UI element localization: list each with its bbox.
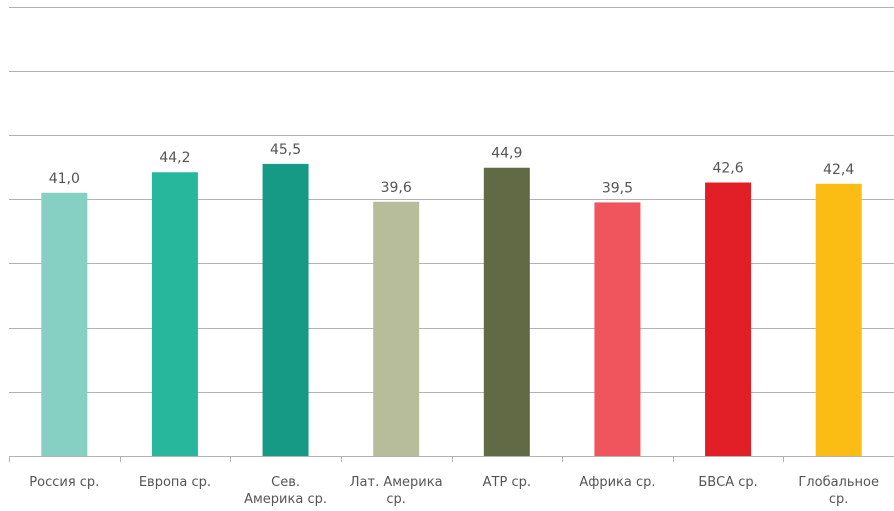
bar-2 [151, 172, 198, 456]
value-label-2: 44,2 [159, 150, 190, 166]
category-label-line: Лат. Америка [350, 475, 443, 490]
category-label-line: БВСА ср. [698, 475, 757, 490]
category-label-line: Глобальное [798, 475, 879, 490]
category-label-5: АТР ср. [483, 475, 531, 490]
value-label-7: 42,6 [712, 161, 743, 177]
bar-8 [815, 183, 862, 457]
category-labels: Россия ср. Европа ср. Сев. Америка ср. Лат. … [29, 475, 879, 507]
value-label-4: 39,6 [381, 180, 412, 196]
bar-7 [705, 182, 752, 456]
category-label-4: Лат. Америка ср. [350, 475, 443, 507]
value-label-3: 45,5 [270, 142, 301, 158]
category-label-line: АТР ср. [483, 475, 531, 490]
category-label-line: Африка ср. [579, 475, 655, 490]
value-labels: 41,0 44,2 45,5 39,6 44,9 39,5 42,6 42,4 [49, 142, 855, 197]
bar-4 [373, 201, 420, 456]
category-label-line: ср. [386, 492, 406, 507]
category-label-3: Сев. Америка ср. [244, 475, 327, 507]
value-label-5: 44,9 [491, 146, 522, 162]
value-label-6: 39,5 [602, 180, 633, 196]
gridlines [9, 7, 894, 393]
category-label-line: Европа ср. [139, 475, 211, 490]
bars [41, 163, 862, 457]
bar-1 [41, 192, 88, 456]
category-label-line: Россия ср. [29, 475, 99, 490]
category-label-line: Америка ср. [244, 492, 327, 507]
category-label-line: ср. [829, 492, 849, 507]
category-label-8: Глобальное ср. [798, 475, 879, 507]
value-label-1: 41,0 [49, 171, 80, 187]
bar-3 [262, 163, 309, 456]
category-label-2: Европа ср. [139, 475, 211, 490]
category-label-6: Африка ср. [579, 475, 655, 490]
bar-6 [594, 202, 641, 456]
category-label-1: Россия ср. [29, 475, 99, 490]
x-axis [9, 456, 894, 462]
category-label-line: Сев. [271, 475, 300, 490]
bar-5 [483, 167, 530, 456]
value-label-8: 42,4 [823, 162, 854, 178]
category-label-7: БВСА ср. [698, 475, 757, 490]
